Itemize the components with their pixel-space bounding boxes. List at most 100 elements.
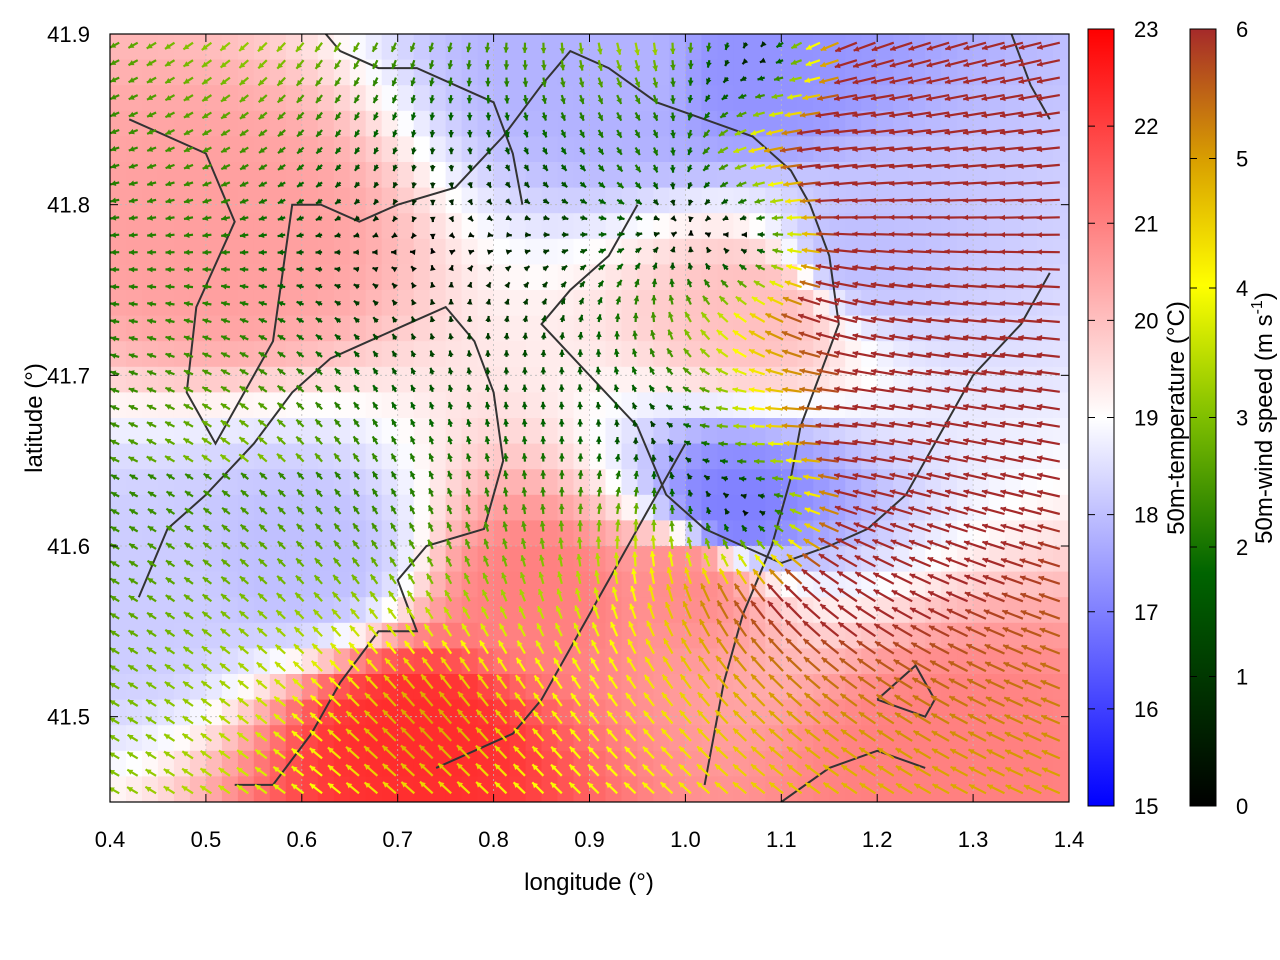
heatmap-cell [477,315,495,342]
heatmap-cell [333,546,351,573]
heatmap-cell [173,520,191,547]
heatmap-cell [861,443,878,470]
heatmap-cell [653,238,670,265]
y-tick-label: 41.6 [47,534,90,559]
heatmap-cell [669,597,686,624]
heatmap-cell [893,315,910,342]
heatmap-cell [349,110,367,137]
heatmap-cell [269,750,287,777]
heatmap-cell [333,187,351,214]
heatmap-cell [269,187,287,214]
heatmap-cell [1053,546,1069,573]
heatmap-cell [365,59,383,86]
heatmap-cell [173,725,191,752]
heatmap-cell [909,264,926,291]
heatmap-cell [221,750,239,777]
heatmap-cell [525,110,543,137]
heatmap-cell [685,59,702,86]
heatmap-cell [205,187,223,214]
heatmap-cell [237,776,255,802]
heatmap-cell [189,776,207,802]
heatmap-cell [429,469,447,496]
heatmap-cell [877,34,894,61]
heatmap-cell [525,392,543,419]
heatmap-cell [349,162,367,189]
heatmap-cell [861,725,878,752]
colorbar-tick-label: 0 [1236,794,1248,819]
heatmap-cell [493,238,511,265]
heatmap-cell [285,469,303,496]
heatmap-cell [301,162,319,189]
heatmap-cell [413,110,431,137]
heatmap-cell [397,110,415,137]
heatmap-cell [701,136,718,163]
heatmap-cell [781,622,798,649]
heatmap-cell [221,520,239,547]
heatmap-cell [573,725,591,752]
heatmap-cell [429,520,447,547]
heatmap-cell [445,366,463,393]
heatmap-cell [126,162,143,189]
heatmap-cell [173,392,191,419]
heatmap-cell [797,213,814,240]
heatmap-cell [541,750,559,777]
heatmap-cell [205,494,223,521]
heatmap-cell [317,648,335,675]
heatmap-cell [301,443,319,470]
heatmap-cell [733,648,750,675]
heatmap-cell [525,290,543,317]
y-tick-label: 41.8 [47,193,90,218]
heatmap-cell [605,187,623,214]
heatmap-cell [509,315,527,342]
heatmap-cell [237,443,255,470]
heatmap-cell [877,699,894,726]
heatmap-cell [493,520,511,547]
x-tick-label: 1.4 [1054,827,1085,852]
heatmap-cell [253,213,271,240]
heatmap-cell [285,264,303,291]
heatmap-cell [669,750,686,777]
heatmap-cell [1021,622,1038,649]
heatmap-cell [477,699,495,726]
heatmap-cell [701,418,718,445]
heatmap-cell [333,392,351,419]
heatmap-cell [589,750,607,777]
heatmap-cell [797,341,814,368]
heatmap-cell [269,674,287,701]
heatmap-cell [509,392,527,419]
heatmap-cell [333,622,351,649]
heatmap-cell [653,341,670,368]
heatmap-cell [205,597,223,624]
heatmap-cell [333,238,351,265]
heatmap-cell [605,674,623,701]
wind-colorbar-label-exp: -1 [1249,300,1266,314]
heatmap-cell [717,264,734,291]
heatmap-cell [349,34,367,61]
heatmap-cell [717,443,734,470]
heatmap-cell [557,571,575,598]
colorbar-tick-label: 18 [1134,503,1158,528]
heatmap-cell [605,85,623,112]
heatmap-cell [717,546,734,573]
heatmap-cell [253,264,271,291]
heatmap-cell [381,238,399,265]
heatmap-cell [541,546,559,573]
heatmap-cell [413,520,431,547]
heatmap-cell [765,392,782,419]
heatmap-cell [861,699,878,726]
heatmap-cell [365,418,383,445]
heatmap-cell [797,392,814,419]
heatmap-cell [413,290,431,317]
heatmap-cell [909,392,926,419]
heatmap-cell [893,443,910,470]
heatmap-cell [765,494,782,521]
heatmap-cell [477,110,495,137]
heatmap-cell [189,341,207,368]
colorbar-tick-label: 4 [1236,276,1248,301]
heatmap-cell [142,469,159,496]
heatmap-cell [349,776,367,802]
heatmap-cell [557,110,575,137]
heatmap-cell [429,34,447,61]
heatmap-cell [685,290,702,317]
